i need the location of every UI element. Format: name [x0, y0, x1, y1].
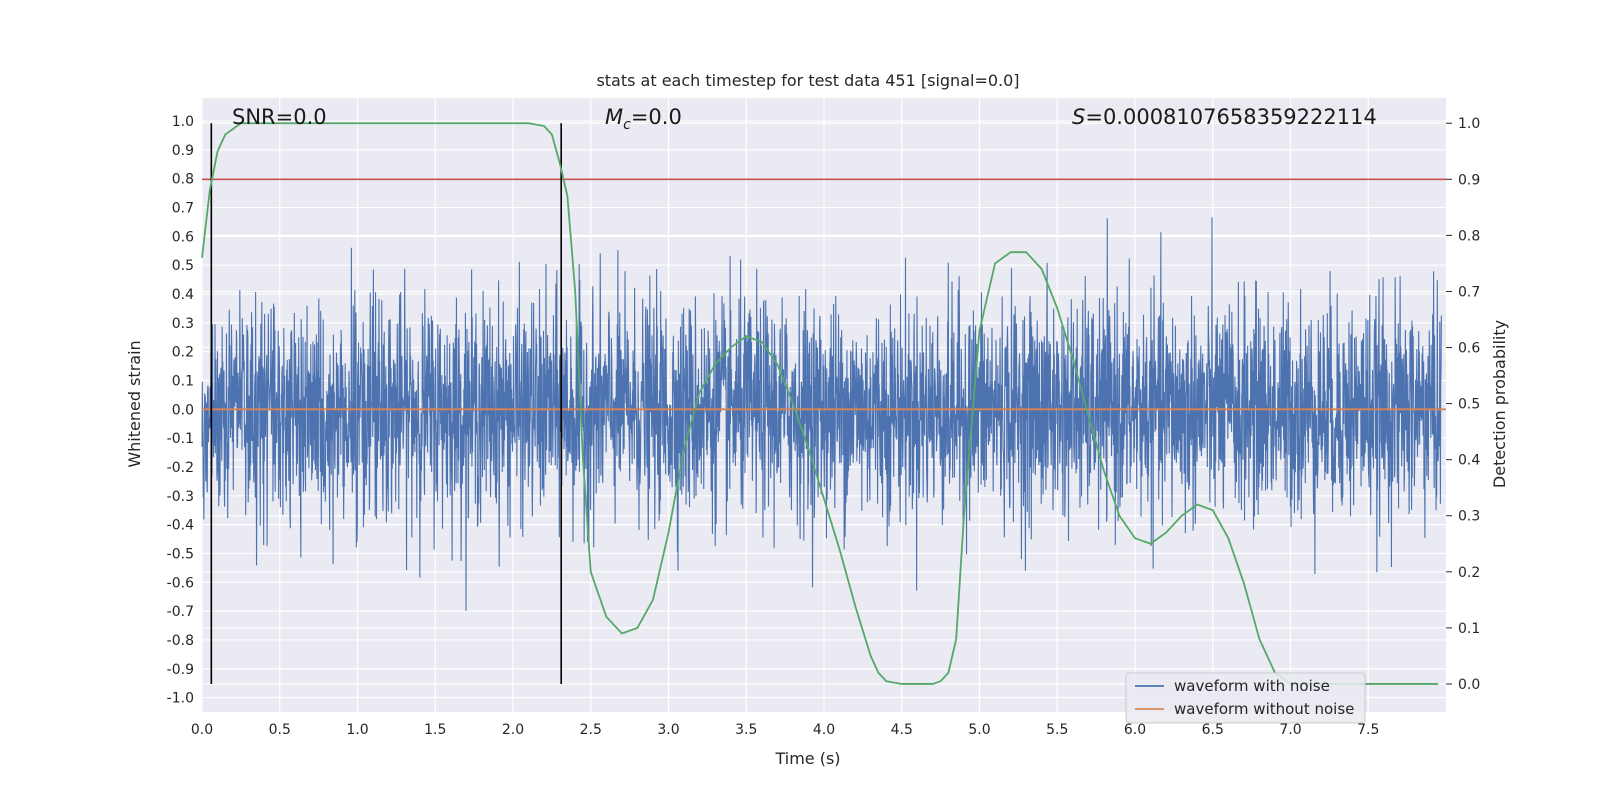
- chart-title: stats at each timestep for test data 451…: [596, 71, 1019, 90]
- y-tick-label: 0.3: [172, 316, 194, 332]
- y-tick-label: -1.0: [167, 691, 194, 707]
- y-tick-label: -0.5: [167, 546, 194, 562]
- y2-tick-label: 0.5: [1458, 397, 1480, 413]
- y-tick-label: 0.6: [172, 229, 194, 245]
- y-tick-label: -0.4: [167, 518, 194, 534]
- x-tick-label: 0.0: [191, 722, 213, 738]
- x-tick-label: 3.5: [735, 722, 757, 738]
- y2-axis-label: Detection probability: [1490, 320, 1509, 488]
- x-tick-label: 2.0: [502, 722, 524, 738]
- y-tick-label: -0.2: [167, 460, 194, 476]
- mc-symbol: M: [605, 105, 623, 129]
- y2-tick-label: 0.7: [1458, 284, 1480, 300]
- x-tick-label: 0.5: [269, 722, 291, 738]
- x-tick-label: 6.5: [1202, 722, 1224, 738]
- y2-tick-label: 0.6: [1458, 341, 1480, 357]
- y-tick-label: 0.5: [172, 258, 194, 274]
- x-tick-label: 3.0: [657, 722, 679, 738]
- s-annotation: S=0.0008107658359222114: [1072, 105, 1377, 129]
- y-tick-label: 0.0: [172, 402, 194, 418]
- event-markers: [210, 123, 563, 684]
- x-tick-label: 7.0: [1279, 722, 1301, 738]
- x-tick-label: 4.5: [891, 722, 913, 738]
- detection-probability-line: [201, 122, 1439, 685]
- y-tick-label: 1.0: [172, 114, 194, 130]
- x-tick-label: 2.5: [580, 722, 602, 738]
- x-tick-label: 5.0: [968, 722, 990, 738]
- y-tick-label: 0.1: [172, 373, 194, 389]
- y-tick-label: -0.6: [167, 575, 194, 591]
- y-tick-label: 0.4: [172, 287, 194, 303]
- x-tick-label: 6.0: [1124, 722, 1146, 738]
- x-tick-label: 5.5: [1046, 722, 1068, 738]
- y-tick-label: -0.7: [167, 604, 194, 620]
- y2-tick-label: 0.1: [1458, 621, 1480, 637]
- y2-tick-label: 0.8: [1458, 228, 1480, 244]
- mc-subscript: c: [623, 117, 631, 133]
- snr-annotation: SNR=0.0: [232, 105, 327, 129]
- mc-annotation: Mc=0.0: [605, 105, 682, 133]
- x-tick-label: 1.5: [424, 722, 446, 738]
- y2-axis-ticks: 0.0 0.1 0.2 0.3 0.4 0.5 0.6 0.7 0.8 0.9 1.0: [1446, 116, 1480, 693]
- y2-tick-label: 0.9: [1458, 172, 1480, 188]
- x-tick-label: 1.0: [346, 722, 368, 738]
- mc-value: =0.0: [631, 105, 682, 129]
- x-axis-label: Time (s): [774, 749, 840, 768]
- legend-box: [1125, 672, 1366, 724]
- x-tick-label: 4.0: [813, 722, 835, 738]
- y-tick-label: -0.1: [167, 431, 194, 447]
- y-tick-label: 0.8: [172, 172, 194, 188]
- legend-label-noise: waveform with noise: [1174, 677, 1330, 695]
- s-symbol: S: [1072, 105, 1085, 129]
- s-value: =0.0008107658359222114: [1085, 105, 1377, 129]
- y-tick-label: -0.3: [167, 489, 194, 505]
- legend: waveform with noise waveform without noi…: [1125, 672, 1366, 724]
- y-tick-label: -0.8: [167, 633, 194, 649]
- y-axis-ticks: -1.0 -0.9 -0.8 -0.7 -0.6 -0.5 -0.4 -0.3 -0.2 -0.1…: [167, 114, 194, 707]
- y2-tick-label: 0.4: [1458, 453, 1480, 469]
- y2-tick-label: 0.2: [1458, 565, 1480, 581]
- y-tick-label: 0.7: [172, 201, 194, 217]
- y2-tick-label: 0.3: [1458, 509, 1480, 525]
- legend-label-clean: waveform without noise: [1174, 700, 1354, 718]
- y-tick-label: 0.9: [172, 143, 194, 159]
- y-tick-label: 0.2: [172, 345, 194, 361]
- x-axis-ticks: 0.0 0.5 1.0 1.5 2.0 2.5 3.0 3.5 4.0 4.5 5.0 5.5 6.0 6…: [191, 722, 1380, 738]
- y2-tick-label: 0.0: [1458, 677, 1480, 693]
- y-axis-label: Whitened strain: [125, 340, 144, 467]
- y2-tick-label: 1.0: [1458, 116, 1480, 132]
- y-tick-label: -0.9: [167, 662, 194, 678]
- x-tick-label: 7.5: [1357, 722, 1379, 738]
- waveform-with-noise-line: [201, 217, 1442, 611]
